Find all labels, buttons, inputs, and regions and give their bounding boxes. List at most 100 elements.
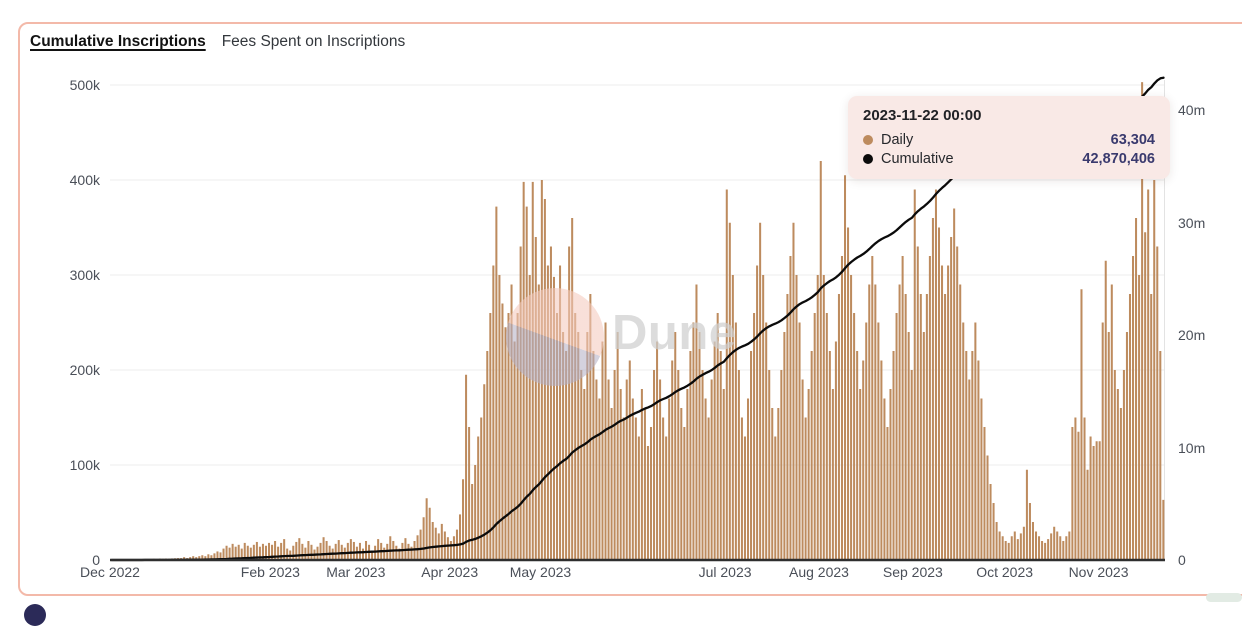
avatar[interactable] [24,604,46,626]
daily-bar [453,536,455,560]
daily-bar [580,370,582,560]
daily-bar [423,517,425,560]
daily-bar [1126,332,1128,560]
daily-bar [1114,370,1116,560]
daily-bar [608,380,610,561]
daily-bar [426,498,428,560]
tooltip-cumulative-value: 42,870,406 [1082,151,1155,167]
daily-bar [817,275,819,560]
tab-cumulative-inscriptions[interactable]: Cumulative Inscriptions [30,33,206,51]
daily-bar [911,370,913,560]
daily-bar [908,332,910,560]
daily-bar [889,389,891,560]
daily-bar [823,275,825,560]
tooltip-daily-label: Daily [881,132,1111,148]
daily-bar [577,332,579,560]
daily-bar [847,228,849,561]
daily-bar [950,237,952,560]
tab-fees-spent-on-inscriptions[interactable]: Fees Spent on Inscriptions [222,33,406,51]
daily-bar [893,351,895,560]
daily-bar [374,546,376,560]
daily-bar [999,532,1001,561]
daily-bar [647,446,649,560]
daily-bar [338,540,340,560]
daily-bar [871,256,873,560]
daily-bar [353,542,355,560]
daily-bar [523,182,525,560]
daily-bar [605,323,607,561]
daily-bar [802,380,804,561]
daily-bar [517,313,519,560]
daily-bar [538,285,540,561]
daily-bar [377,539,379,560]
daily-bar [747,399,749,561]
daily-bar [980,399,982,561]
daily-bar [653,370,655,560]
daily-bar [1093,446,1095,560]
daily-bar [953,209,955,561]
daily-bar [814,313,816,560]
daily-bar [638,437,640,561]
daily-bar [671,361,673,561]
daily-bar [735,323,737,561]
daily-bar [826,313,828,560]
daily-bar [395,546,397,560]
daily-bar [568,247,570,561]
daily-bar [477,437,479,561]
daily-bar [986,456,988,561]
daily-bar [401,543,403,560]
daily-bar [307,541,309,560]
daily-bar [529,275,531,560]
daily-bar [977,361,979,561]
daily-bar [520,247,522,561]
daily-bar [683,427,685,560]
tooltip-cumulative-label: Cumulative [881,151,1082,167]
daily-bar [1056,532,1058,561]
daily-bar [586,332,588,560]
daily-bar [335,544,337,560]
daily-bar [808,389,810,560]
horizontal-scrollbar[interactable] [1206,593,1242,602]
daily-bar [1090,437,1092,561]
daily-bar [562,332,564,560]
daily-bar [292,546,294,560]
daily-bar [298,538,300,560]
daily-bar [1129,294,1131,560]
daily-bar [286,549,288,560]
daily-bar [974,323,976,561]
daily-bar [705,399,707,561]
daily-bar [1044,543,1046,560]
daily-bar [805,418,807,561]
daily-bar [1105,261,1107,560]
daily-bar [347,543,349,560]
daily-bar [435,528,437,560]
daily-bar [541,180,543,560]
daily-bar [962,323,964,561]
daily-bar [301,544,303,560]
daily-bar [623,418,625,561]
daily-bar [656,342,658,561]
daily-bar [632,399,634,561]
daily-bar [547,266,549,561]
daily-bar [441,524,443,560]
daily-bar [874,285,876,561]
daily-bar [886,427,888,560]
daily-bar [935,190,937,561]
daily-bar [601,342,603,561]
daily-bar [1123,370,1125,560]
daily-series-dot-icon [863,135,873,145]
daily-bar [1080,289,1082,560]
daily-bar [668,399,670,561]
daily-bar [1071,427,1073,560]
daily-bar [1144,232,1146,560]
daily-bar [971,351,973,560]
daily-bar [856,351,858,560]
daily-bar [711,380,713,561]
daily-bar [993,503,995,560]
daily-bar [1135,218,1137,560]
daily-bar [495,207,497,560]
daily-bar [662,418,664,561]
daily-bar [674,332,676,560]
daily-bar [780,370,782,560]
daily-bar [832,389,834,560]
